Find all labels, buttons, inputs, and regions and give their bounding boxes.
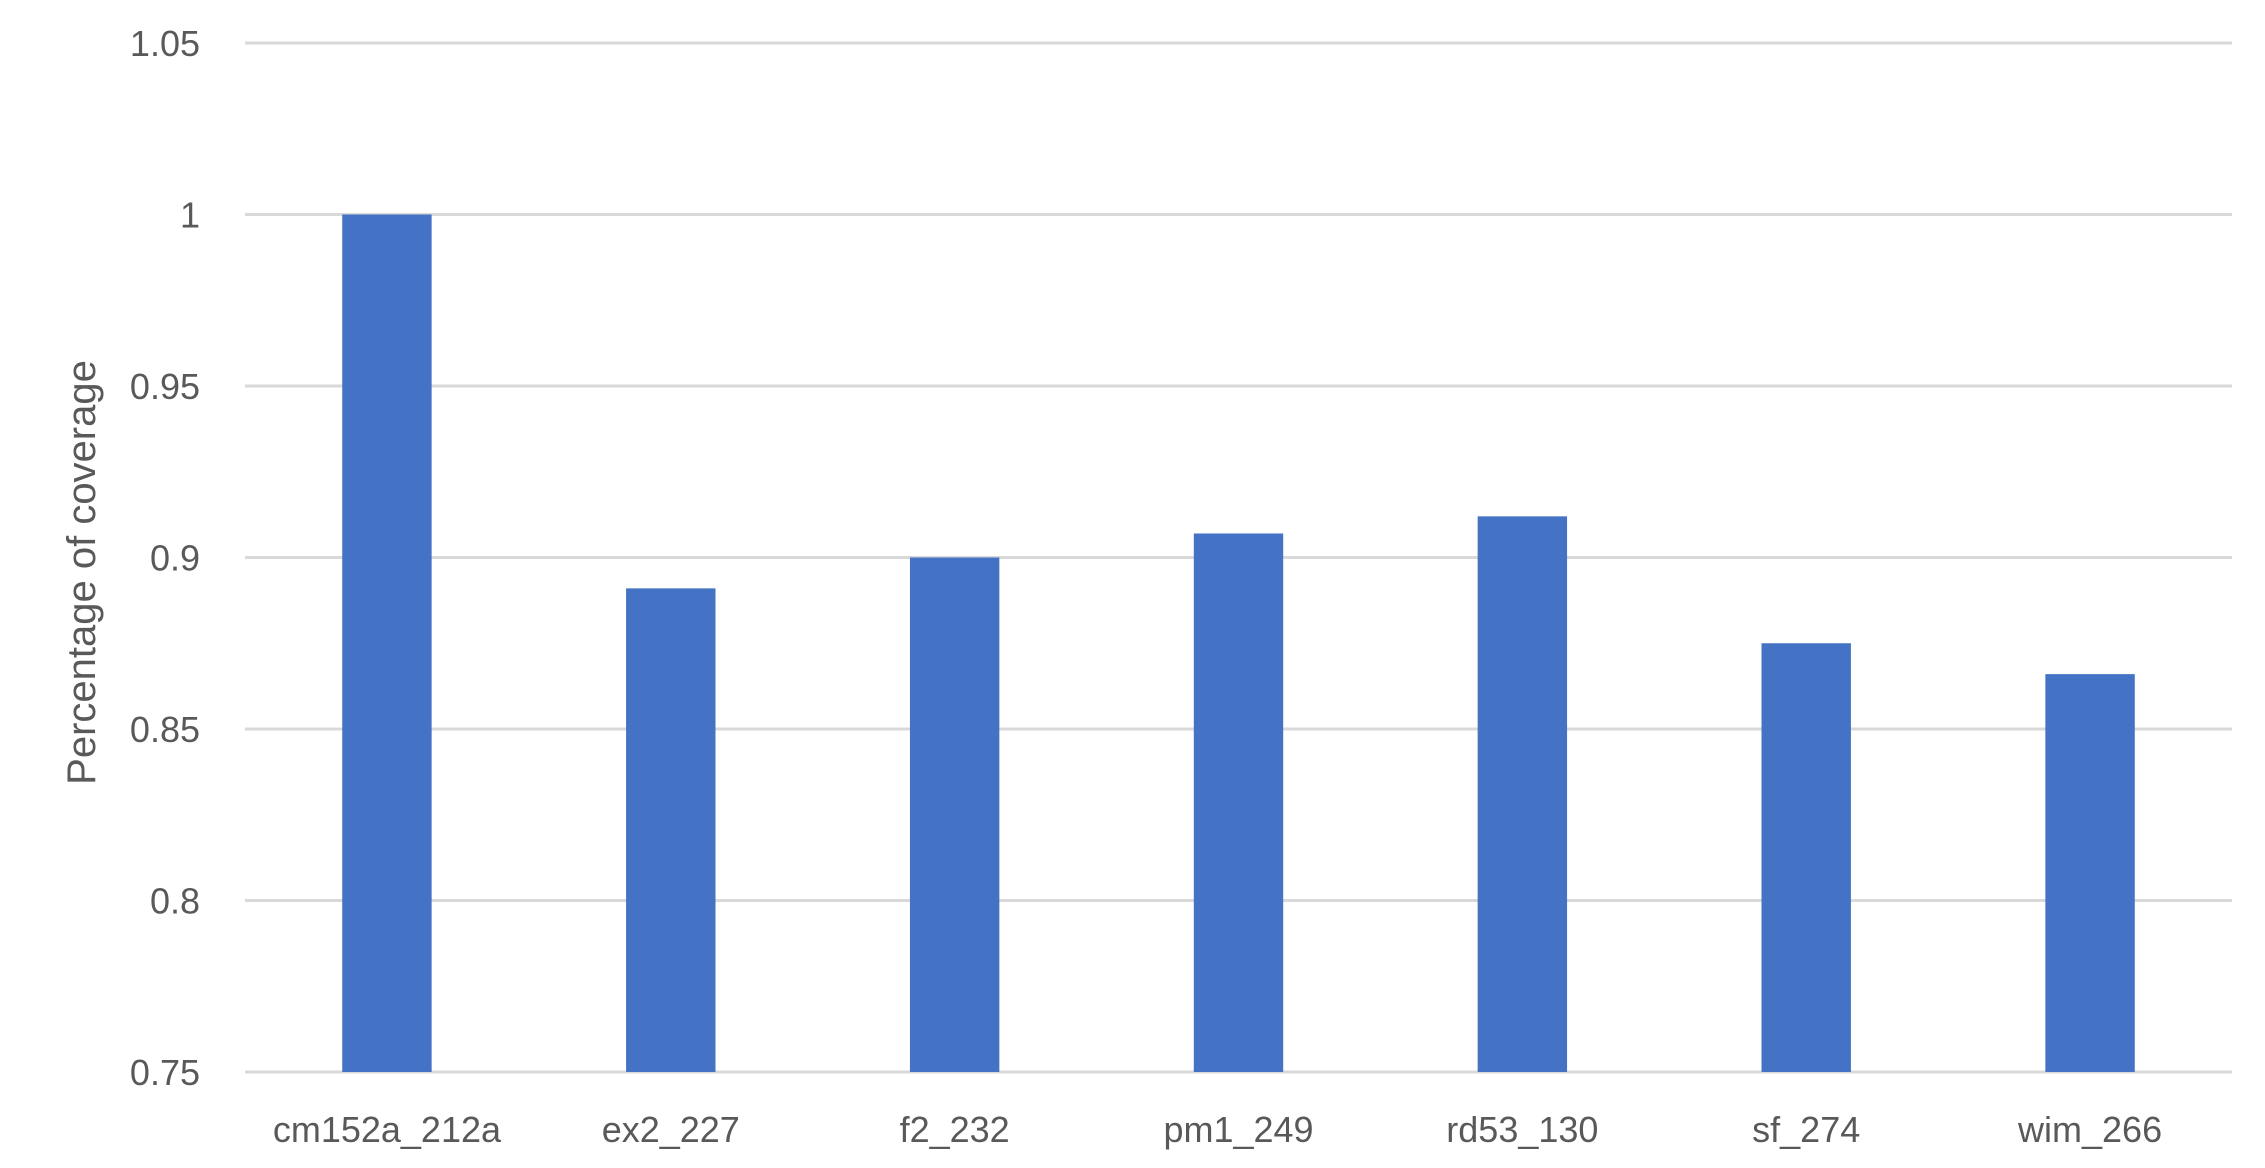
bar-f2_232 — [909, 557, 1000, 1072]
bars — [342, 214, 2135, 1072]
y-tick-label: 1.05 — [130, 23, 200, 64]
x-tick-label: pm1_249 — [1163, 1109, 1313, 1150]
y-tick-labels: 0.75 0.8 0.85 0.9 0.95 1 1.05 — [130, 23, 200, 1093]
x-tick-label: f2_232 — [900, 1109, 1010, 1150]
bar-sf_274 — [1761, 643, 1851, 1072]
y-tick-label: 1 — [180, 195, 200, 236]
bar-wim_266 — [2045, 674, 2135, 1072]
x-tick-label: rd53_130 — [1446, 1109, 1598, 1150]
bar-rd53_130 — [1477, 516, 1568, 1072]
y-tick-label: 0.95 — [130, 366, 200, 407]
y-tick-label: 0.85 — [130, 709, 200, 750]
x-tick-labels: cm152a_212a ex2_227 f2_232 pm1_249 rd53_130 s… — [273, 1109, 2162, 1150]
bar-cm152a_212a — [342, 214, 432, 1072]
y-tick-label: 0.9 — [150, 538, 200, 579]
y-axis-title: Percentage of coverage — [60, 360, 104, 785]
y-tick-label: 0.75 — [130, 1052, 200, 1093]
x-tick-label: wim_266 — [2017, 1109, 2162, 1150]
x-tick-label: ex2_227 — [602, 1109, 740, 1150]
x-tick-label: sf_274 — [1752, 1109, 1860, 1150]
bar-pm1_249 — [1193, 533, 1284, 1072]
bar-ex2_227 — [626, 588, 716, 1072]
y-tick-label: 0.8 — [150, 881, 200, 922]
x-tick-label: cm152a_212a — [273, 1109, 502, 1150]
